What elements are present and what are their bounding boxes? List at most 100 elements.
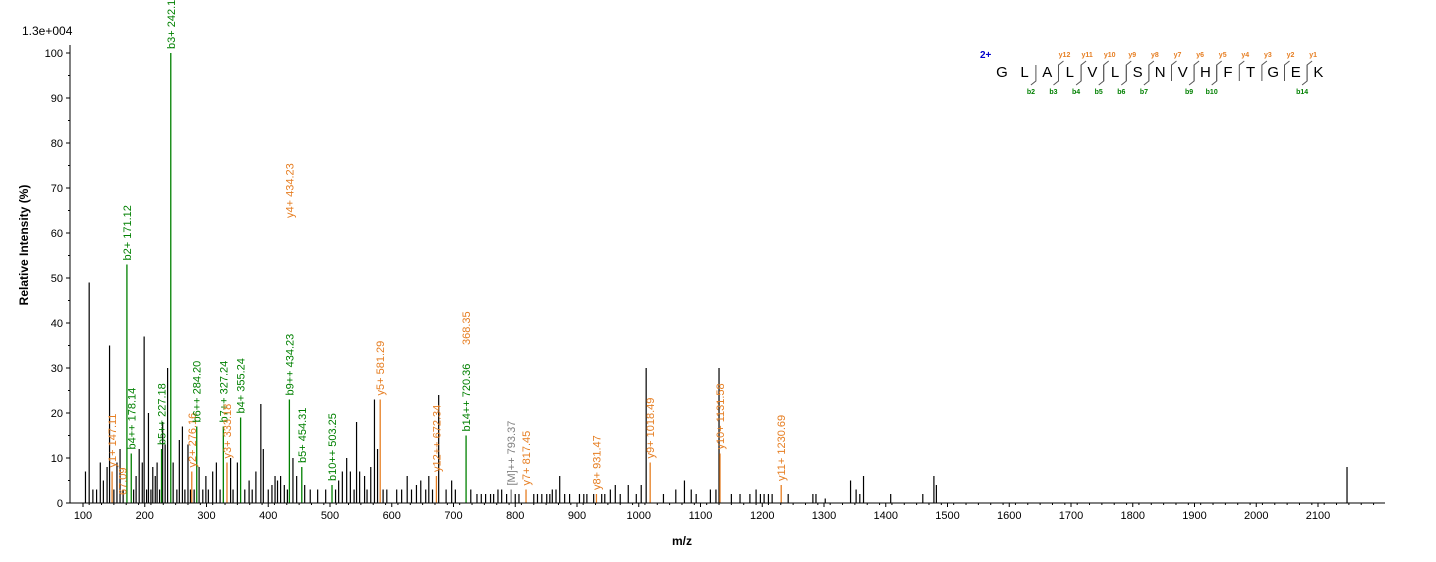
sequence-residue: G xyxy=(1267,64,1279,81)
y-axis-ticks: 0 10 20 30 40 50 60 70 80 90 100 xyxy=(45,48,70,510)
b-ion-label: b10 xyxy=(1206,89,1218,96)
y-ion-marker xyxy=(1306,60,1313,81)
y-ion-label: y5 xyxy=(1219,52,1227,59)
precursor-charge-label: 2+ xyxy=(980,50,992,61)
b-ion-label: b4 xyxy=(1072,89,1080,96)
b-ion-marker xyxy=(1301,65,1308,86)
peak-annotation-label: b14++ 720.36 xyxy=(461,364,473,432)
peak-annotation-label: b7++ 327.24 xyxy=(218,361,230,423)
y-tick-label: 30 xyxy=(51,363,63,375)
sequence-residue: L xyxy=(1066,64,1074,81)
x-tick-label: 1100 xyxy=(689,510,713,522)
y-ion-marker xyxy=(1103,60,1110,81)
peak-annotation-label: b6++ 284.20 xyxy=(192,361,204,423)
y-tick-label: 100 xyxy=(45,48,63,60)
peak-annotation-label: [M]++ 793.37 xyxy=(506,421,518,486)
b-ion-label: b3 xyxy=(1049,89,1057,96)
sequence-residue: V xyxy=(1178,64,1188,81)
y-ion-label: y8 xyxy=(1151,52,1159,59)
overlapping-annotation-label: 368.35 xyxy=(461,311,473,345)
peak-annotation-label: y11+ 1230.69 xyxy=(776,415,788,481)
sequence-residue: A xyxy=(1042,64,1052,81)
peak-annotation-label: y5+ 581.29 xyxy=(375,341,387,396)
peak-annotation-label: y10+ 1131.58 xyxy=(715,383,727,449)
y-ion-marker xyxy=(1171,60,1177,81)
sequence-residue: S xyxy=(1133,64,1143,81)
peak-annotation-label: y7+ 817.45 xyxy=(521,431,533,486)
b-ion-label: b14 xyxy=(1296,89,1308,96)
sequence-residue: E xyxy=(1291,64,1301,81)
y-tick-label: 0 xyxy=(57,498,63,510)
x-tick-label: 1500 xyxy=(935,510,959,522)
b-ion-label: b5 xyxy=(1095,89,1103,96)
y-tick-label: 80 xyxy=(51,138,63,150)
y-ion-label: y2 xyxy=(1287,52,1295,59)
sequence-residue: L xyxy=(1020,64,1028,81)
sequence-residue: L xyxy=(1111,64,1119,81)
sequence-residue: T xyxy=(1246,64,1255,81)
y-tick-label: 60 xyxy=(51,228,63,240)
y-ion-marker xyxy=(1238,60,1245,81)
overlapping-annotation-label: y4+ 434.23 xyxy=(284,163,296,218)
unassigned-peaks xyxy=(84,282,1348,503)
x-tick-label: 2100 xyxy=(1306,510,1330,522)
y-axis-title: Relative Intensity (%) xyxy=(17,185,31,306)
peak-annotation-label: b4+ 355.24 xyxy=(236,358,248,413)
y-ion-marker xyxy=(1261,60,1268,81)
y-tick-label: 10 xyxy=(51,453,63,465)
b-ion-marker xyxy=(1143,65,1150,86)
y-ion-marker xyxy=(1080,60,1087,81)
x-tick-label: 1300 xyxy=(812,510,836,522)
peak-annotation-label: b9++ 434.23 xyxy=(284,334,296,396)
peak-annotation-label: b5+ 454.31 xyxy=(297,408,309,463)
b-ion-marker xyxy=(1188,65,1195,86)
peak-annotation-label: b5++ 227.18 xyxy=(157,383,169,445)
y-tick-label: 40 xyxy=(51,318,63,330)
peak-annotation-label: y3+ 333.18 xyxy=(222,404,234,459)
x-tick-label: 600 xyxy=(383,510,401,522)
y-ion-label: y7 xyxy=(1174,52,1182,59)
peak-annotation-label: y9+ 1018.49 xyxy=(645,398,657,459)
peak-annotation-label: y1+ 147.11 xyxy=(107,414,119,468)
b-ion-label: b6 xyxy=(1117,89,1125,96)
y-ion-label: y10 xyxy=(1104,52,1116,59)
x-tick-label: 200 xyxy=(136,510,154,522)
x-axis-ticks: 100 200 300 400 500 600 700 800 900 1000 1100 1200 1… xyxy=(74,503,1375,522)
y-ion-label: y6 xyxy=(1196,52,1204,59)
b-ion-marker xyxy=(1098,65,1105,86)
sequence-residue: N xyxy=(1155,64,1166,81)
peak-annotation-label: b4++ 178.14 xyxy=(126,388,138,450)
sequence-residue: K xyxy=(1313,64,1323,81)
peak-annotation-label: b2+ 171.12 xyxy=(122,205,134,260)
y-ion-marker xyxy=(1284,60,1290,81)
peak-annotation-label: y12++ 672.34 xyxy=(431,405,443,472)
y-ion-label: y12 xyxy=(1059,52,1071,59)
b-ion-label: b7 xyxy=(1140,89,1148,96)
sequence-residue: V xyxy=(1087,64,1097,81)
b-ion-marker xyxy=(1053,65,1059,86)
x-tick-label: 400 xyxy=(259,510,277,522)
sequence-residue: F xyxy=(1223,64,1232,81)
y-tick-label: 50 xyxy=(51,273,63,285)
x-tick-label: 1700 xyxy=(1059,510,1083,522)
peak-annotation-label: b3+ 242.15 xyxy=(166,0,178,49)
x-tick-label: 100 xyxy=(74,510,92,522)
peak-annotation-label: y8+ 931.47 xyxy=(591,435,603,490)
sequence-residue: H xyxy=(1200,64,1211,81)
y-ion-label: y9 xyxy=(1128,52,1136,59)
y-tick-label: 20 xyxy=(51,408,63,420)
y-ion-marker xyxy=(1125,60,1132,81)
y-ion-label: y1 xyxy=(1309,52,1317,59)
y-ion-label: y4 xyxy=(1241,52,1249,59)
axes: 100 200 300 400 500 600 700 800 900 1000 1100 1200 1… xyxy=(45,45,1385,522)
b-ion-label: b2 xyxy=(1027,89,1035,96)
x-tick-label: 700 xyxy=(444,510,462,522)
sequence-fragment-markers: b2 b3 b4 b5 b6 b7 b9 b10 b14 y12 y11 y10 y9 y8 y7 y6 y5 y… xyxy=(1027,52,1317,96)
y-ion-label: y11 xyxy=(1081,52,1092,59)
y-ion-marker xyxy=(1193,60,1200,81)
x-tick-label: 1900 xyxy=(1182,510,1206,522)
